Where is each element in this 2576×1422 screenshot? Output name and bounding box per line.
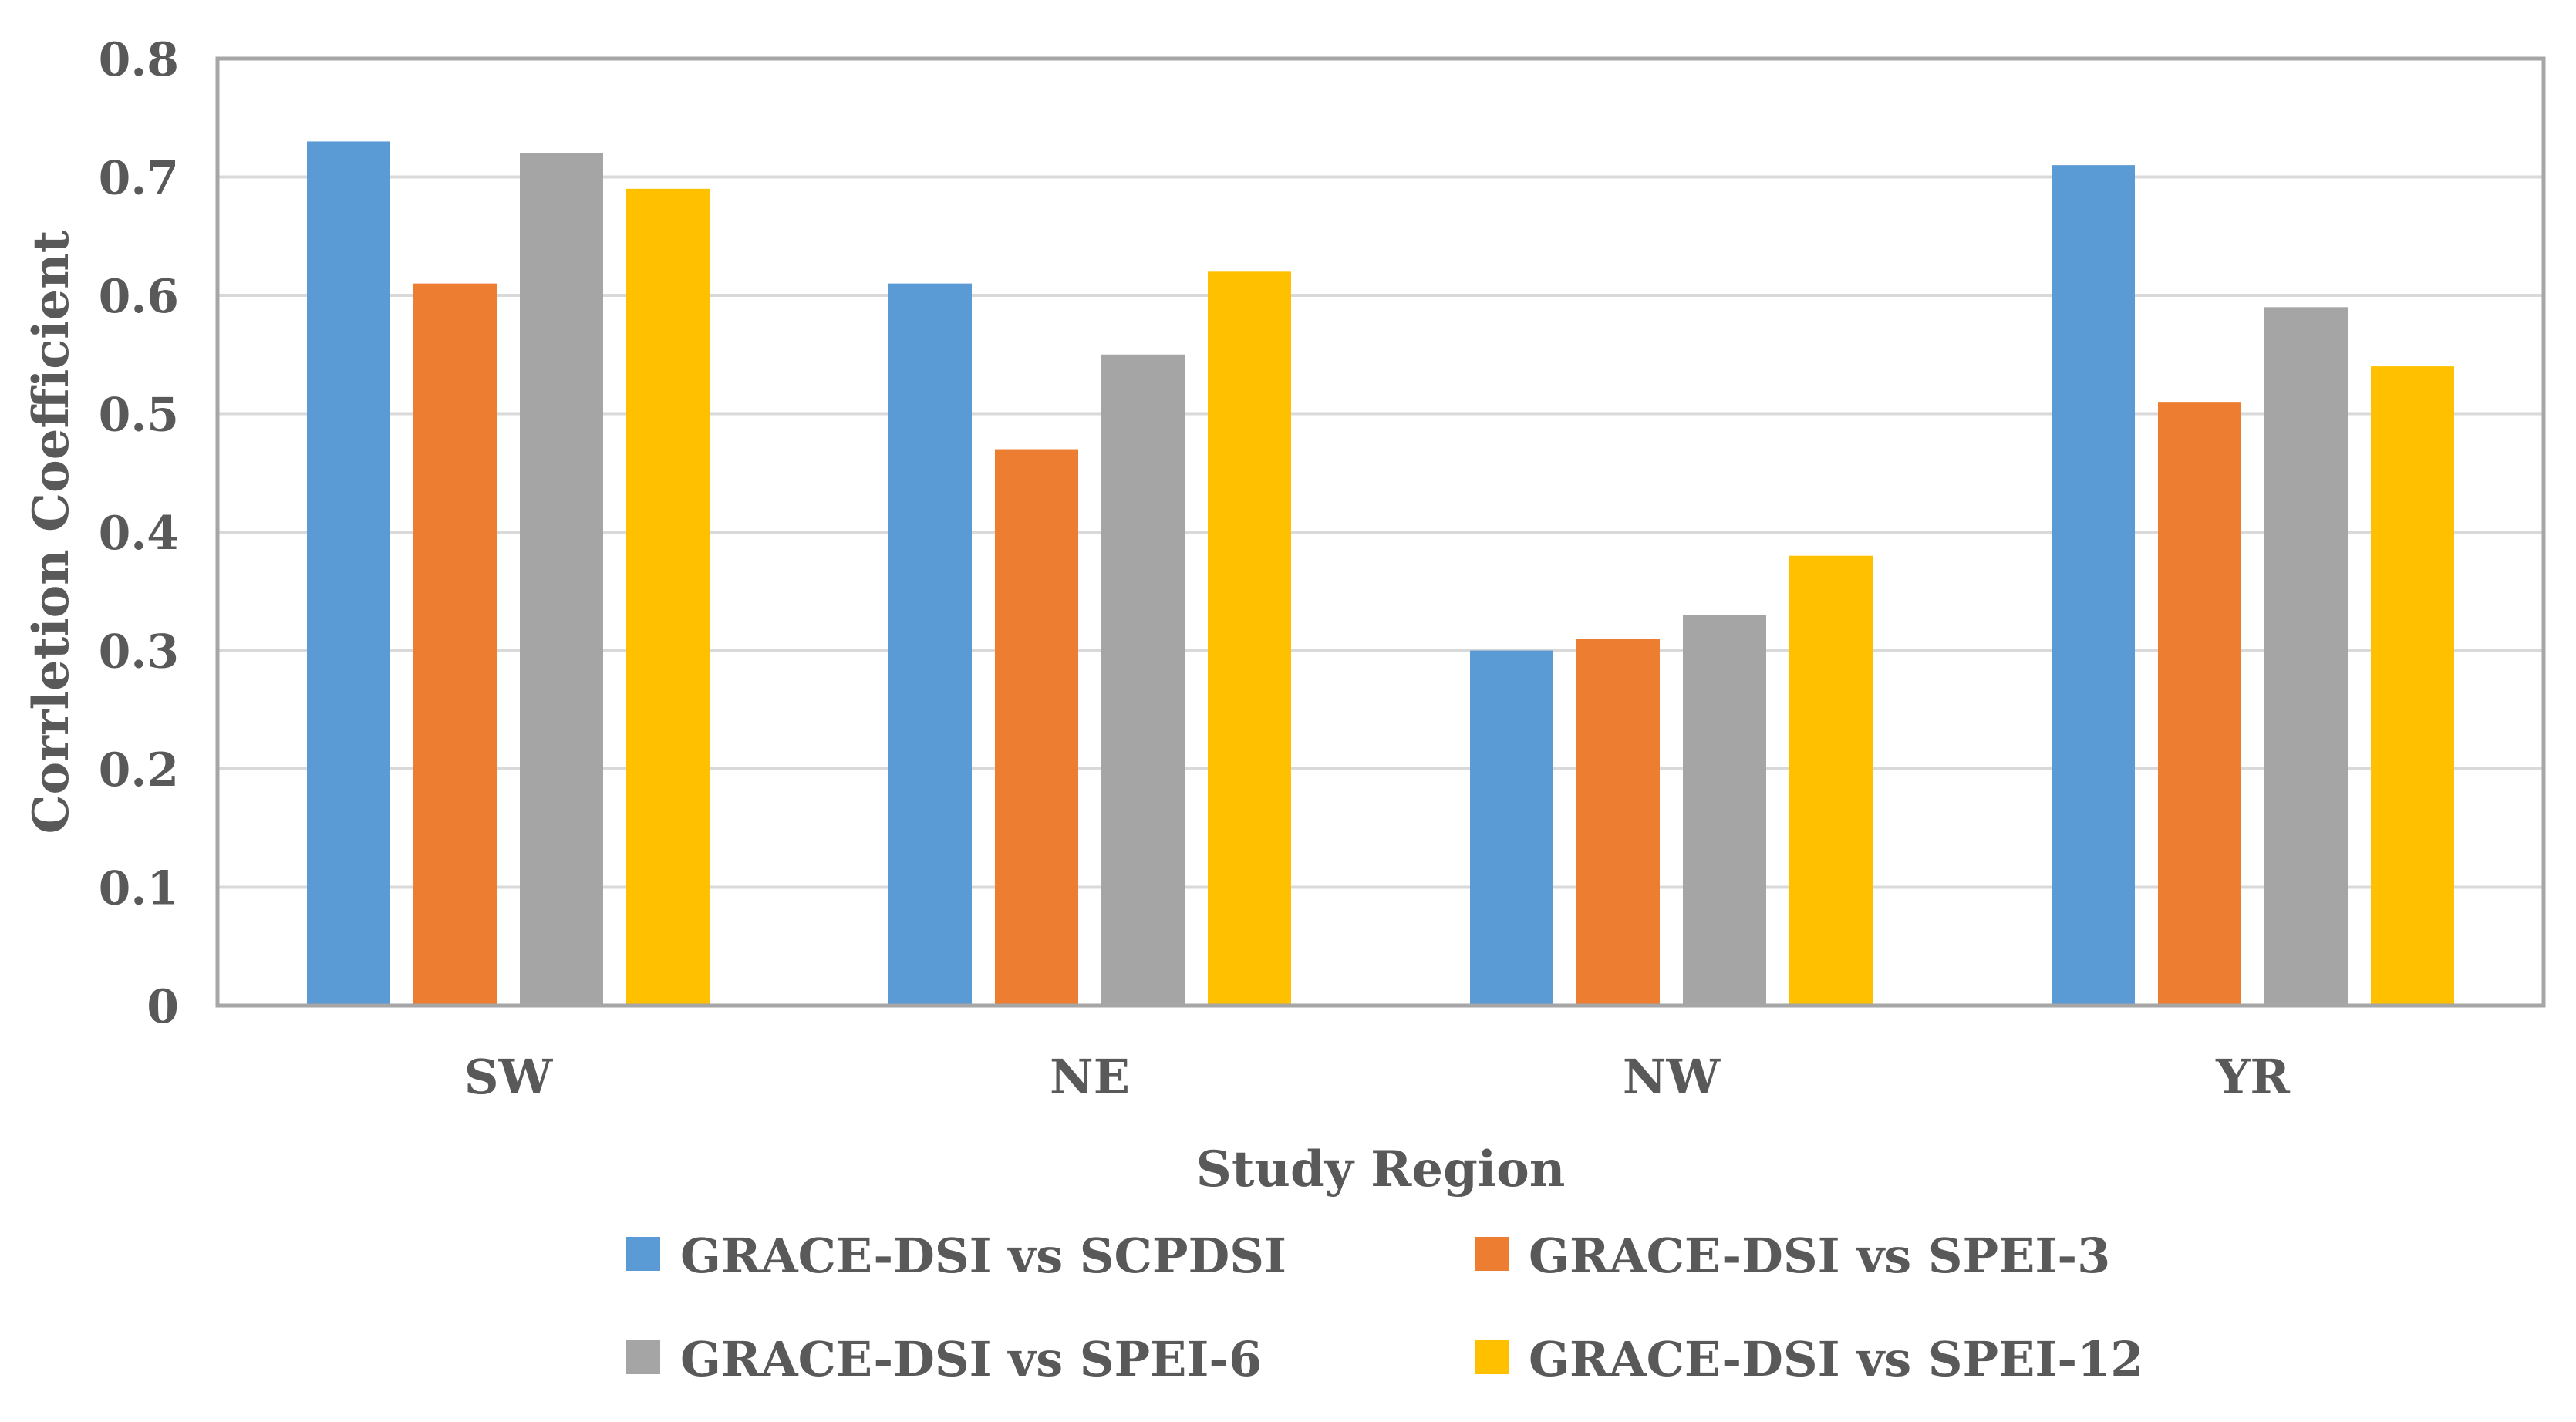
y-tick-label: 0.3 <box>99 625 179 679</box>
legend-label: GRACE-DSI vs SPEI-6 <box>680 1331 1262 1387</box>
bar-sw-series-2 <box>413 283 497 1006</box>
plot-area-border <box>215 56 2546 1008</box>
legend-swatch <box>1475 1237 1509 1271</box>
legend-label: GRACE-DSI vs SCPDSI <box>680 1228 1286 1284</box>
y-tick-label: 0.6 <box>99 270 179 324</box>
bar-sw-series-1 <box>307 141 390 1006</box>
legend-label: GRACE-DSI vs SPEI-3 <box>1529 1228 2110 1284</box>
bar-yr-series-1 <box>2052 165 2135 1006</box>
y-tick-label: 0.7 <box>99 152 179 206</box>
y-tick-label: 0.8 <box>99 33 179 87</box>
x-axis-title: Study Region <box>1196 1141 1566 1198</box>
bar-ne-series-4 <box>1208 271 1291 1006</box>
x-tick-label: YR <box>2215 1049 2290 1105</box>
x-tick-label: NW <box>1623 1049 1721 1105</box>
bar-yr-series-3 <box>2264 307 2348 1006</box>
y-axis-ticks: 0 0.1 0.2 0.3 0.4 0.5 0.6 0.7 0.8 <box>99 33 179 1034</box>
legend-label: GRACE-DSI vs SPEI-12 <box>1529 1331 2143 1387</box>
y-tick-label: 0.4 <box>99 507 179 561</box>
bar-ne-series-1 <box>888 283 972 1006</box>
x-tick-label: SW <box>464 1049 554 1105</box>
bar-nw-series-2 <box>1576 639 1660 1006</box>
bar-yr-series-4 <box>2371 366 2454 1006</box>
bar-nw-series-4 <box>1789 555 1873 1006</box>
y-tick-label: 0.2 <box>99 743 179 797</box>
legend: GRACE-DSI vs SCPDSI GRACE-DSI vs SPEI-3 GR… <box>626 1228 2143 1387</box>
bar-sw-series-4 <box>626 188 710 1006</box>
bar-ne-series-3 <box>1101 354 1185 1006</box>
bar-nw-series-1 <box>1470 650 1553 1006</box>
gridlines <box>217 175 2544 889</box>
y-axis-title: Corrletion Coefficient <box>22 230 80 834</box>
legend-swatch <box>626 1237 660 1271</box>
bar-nw-series-3 <box>1683 615 1766 1006</box>
x-axis-ticks: SW NE NW YR <box>464 1049 2291 1105</box>
y-tick-label: 0.1 <box>99 862 179 916</box>
bar-yr-series-2 <box>2158 402 2241 1006</box>
bar-ne-series-2 <box>995 449 1078 1006</box>
legend-swatch <box>1475 1340 1509 1374</box>
y-tick-label: 0 <box>147 980 179 1034</box>
legend-swatch <box>626 1340 660 1374</box>
bar-sw-series-3 <box>520 153 603 1006</box>
bars <box>307 141 2454 1006</box>
y-tick-label: 0.5 <box>99 389 179 443</box>
x-tick-label: NE <box>1050 1049 1130 1105</box>
